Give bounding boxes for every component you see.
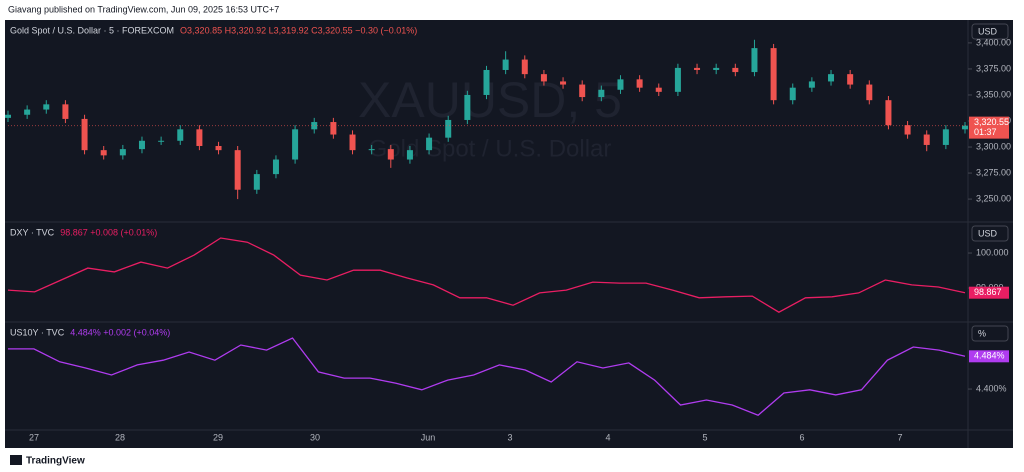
candle-body [368,149,375,151]
candle-body [234,150,241,190]
candle-body [196,129,203,146]
x-tick-label: Jun [421,432,436,442]
legend-values: O3,320.85 H3,320.92 L3,319.92 C3,320.55 … [180,25,417,35]
candle-body [119,149,126,156]
candle-body [770,48,777,101]
candle-body [292,129,299,160]
candle-body [885,100,892,126]
legend-values: 98.867 +0.008 (+0.01%) [60,227,157,237]
last-value-label: 98.867 [974,287,1002,297]
series-line [8,337,966,416]
candle-body [330,122,337,135]
watermark-symbol: XAUUSD, 5 [358,72,622,128]
candle-body [866,84,873,101]
x-tick-label: 30 [310,432,320,442]
candle-body [81,118,88,151]
candle-body [426,137,433,151]
candle-body [158,140,165,142]
candle-body [406,150,413,160]
price-scale-unit [971,23,1009,40]
candle-body [5,114,11,118]
candle-body [962,125,968,130]
x-tick-label: 6 [799,432,804,442]
candle-body [253,174,260,190]
price-scale-unit [971,325,1009,342]
candle-body [24,109,31,115]
candle-body [349,134,356,151]
y-tick-label: 3,300.00 [976,141,1011,151]
candle-body [923,134,930,145]
y-tick-label: 100.000 [976,247,1009,257]
candle-body [464,94,471,120]
watermark-description: Gold Spot / U.S. Dollar [369,135,612,162]
candle-body [177,129,184,141]
y-tick-label: 3,375.00 [976,63,1011,73]
candle-body [502,59,509,70]
y-tick-label: 3,275.00 [976,167,1011,177]
candle-body [942,129,949,145]
candle-body [445,119,452,138]
x-tick-label: 29 [213,432,223,442]
candle-body [100,150,107,156]
candle-body [560,81,567,85]
candle-body [617,79,624,90]
publish-header: Giavang published on TradingView.com, Ju… [8,4,279,14]
last-value-box [969,286,1009,299]
price-scale-unit-label: % [978,328,986,338]
y-tick-label: 3,250.00 [976,193,1011,203]
countdown-label: 01:37 [974,127,997,137]
candle-body [598,89,605,98]
legend-values: 4.484% +0.002 (+0.04%) [70,327,170,337]
candle-body [789,87,796,101]
candle-body [847,74,854,85]
price-scale-unit-label: USD [978,26,998,36]
price-scale-unit [971,225,1009,242]
legend-title: US10Y · TVC [10,327,65,337]
x-tick-label: 28 [115,432,125,442]
candle-body [655,87,662,92]
last-price-box [969,116,1009,139]
y-tick-label: 3,400.00 [976,37,1011,47]
candle-body [694,67,701,70]
candle-body [579,84,586,98]
last-value-box [969,350,1009,363]
candle-body [904,125,911,135]
x-tick-label: 27 [29,432,39,442]
candle-body [674,67,681,92]
legend-title: Gold Spot / U.S. Dollar · 5 · FOREXCOM [10,25,174,35]
last-value-label: 4.484% [974,351,1005,361]
candle-body [732,67,739,73]
candle-body [387,149,394,160]
brand-logo [10,455,22,465]
candle-body [636,79,643,88]
candle-body [483,69,490,95]
x-tick-label: 5 [702,432,707,442]
candle-body [43,104,50,110]
candle-body [521,59,528,75]
legend-title: DXY · TVC [10,227,55,237]
x-tick-label: 7 [897,432,902,442]
candle-body [138,140,145,150]
brand-name: TradingView [26,456,85,467]
chart-background [5,20,1013,448]
candle-body [828,74,835,82]
x-tick-label: 3 [507,432,512,442]
candle-body [540,74,547,82]
series-line [7,237,966,313]
candle-body [272,159,279,175]
candle-body [808,81,815,88]
y-tick-label: 3,350.00 [976,89,1011,99]
candle-body [713,67,720,70]
candle-body [62,104,69,119]
last-price-label: 3,320.55 [974,117,1009,127]
candle-body [215,145,222,151]
price-scale-unit-label: USD [978,228,998,238]
x-tick-label: 4 [605,432,610,442]
candle-body [751,48,758,73]
y-tick-label: 4.400% [976,383,1007,393]
